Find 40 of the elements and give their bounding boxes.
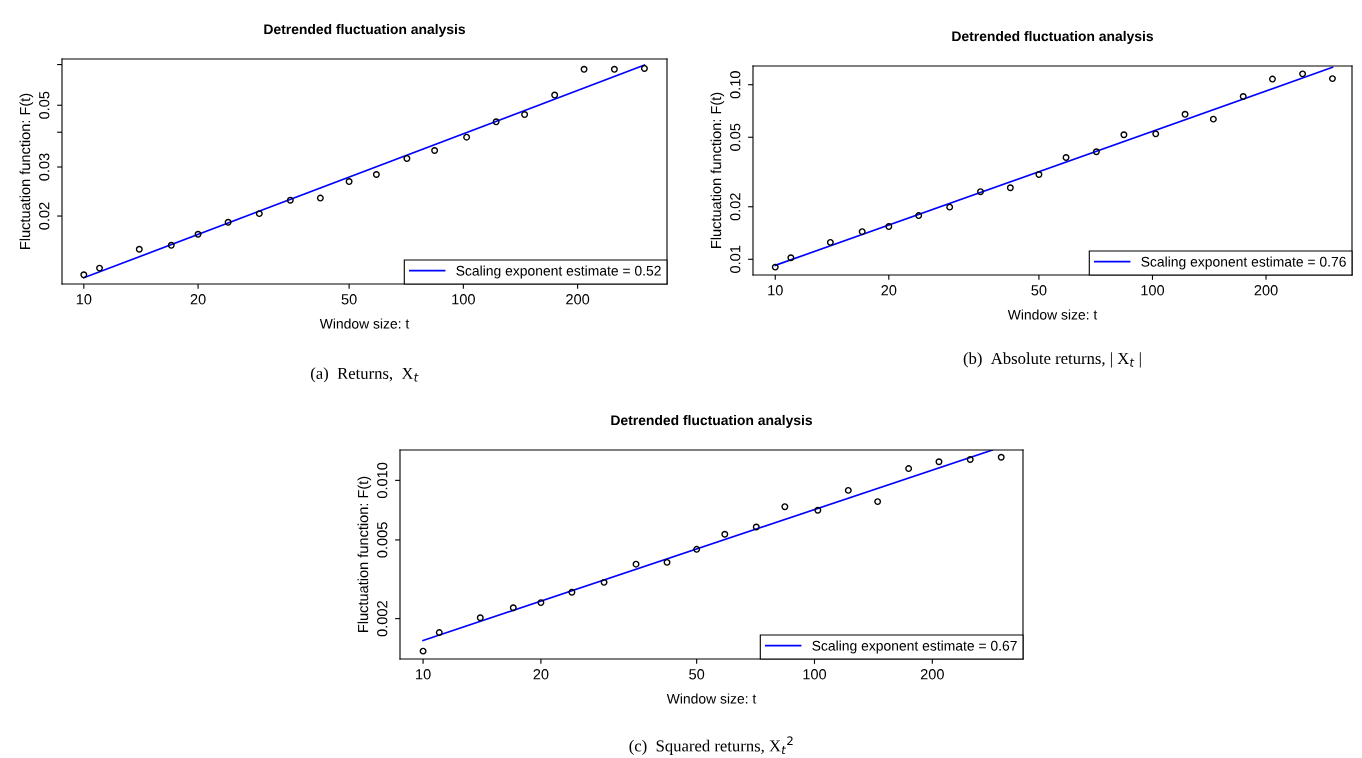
text: (b) Absolute returns, | X$_{t}$ |	[963, 352, 1141, 368]
x-tick-label: 50	[341, 294, 357, 305]
legend-label: Scaling exponent estimate = 0.67	[812, 640, 1017, 654]
x-axis-title: Window size: t	[666, 693, 757, 704]
x-tick-label: 10	[768, 285, 783, 296]
y-tick-label: 0.02	[39, 202, 50, 230]
y-tick-label: 0.05	[730, 123, 741, 151]
y-tick-label: 0.03	[39, 153, 50, 181]
text: (a) Returns, X$_{t}$	[310, 367, 419, 383]
x-tick-label: 50	[1031, 285, 1047, 296]
x-tick-label: 200	[1254, 285, 1278, 296]
x-tick-label: 20	[533, 669, 549, 680]
y-tick-label: 0.010	[377, 462, 388, 499]
legend-label: Scaling exponent estimate = 0.76	[1141, 256, 1346, 270]
chart-title: Detrended fluctuation analysis	[611, 414, 813, 428]
y-tick-label: 0.005	[377, 522, 388, 558]
x-tick-label: 100	[1141, 285, 1165, 296]
chart-title: Detrended fluctuation analysis	[952, 30, 1154, 44]
text: (c) Squared returns, X$_{t}$$^{2}$	[629, 736, 793, 755]
x-tick-label: 10	[76, 294, 92, 305]
x-tick-label: 100	[803, 669, 827, 680]
x-tick-label: 20	[190, 294, 206, 305]
legend-label: Scaling exponent estimate = 0.52	[456, 265, 661, 279]
y-tick-label: 0.01	[730, 245, 741, 273]
y-tick-label: 0.002	[377, 601, 388, 637]
x-tick-label: 100	[452, 294, 475, 305]
y-axis-title: Fluctuation function: F(t)	[710, 92, 725, 248]
y-tick-label: 0.05	[39, 91, 50, 119]
x-tick-label: 200	[920, 669, 944, 680]
x-axis-title: Window size: t	[1007, 309, 1098, 320]
x-tick-label: 200	[566, 294, 590, 305]
x-axis-title: Window size: t	[319, 318, 410, 329]
x-tick-label: 20	[881, 285, 897, 296]
y-axis-title: Fluctuation function: F(t)	[357, 476, 372, 632]
y-tick-label: 0.10	[730, 71, 741, 99]
x-tick-label: 50	[689, 669, 705, 680]
chart-title: Detrended fluctuation analysis	[264, 23, 466, 37]
x-tick-label: 10	[416, 669, 431, 680]
y-axis-title: Fluctuation function: F(t)	[19, 93, 34, 249]
y-tick-label: 0.02	[730, 193, 741, 221]
